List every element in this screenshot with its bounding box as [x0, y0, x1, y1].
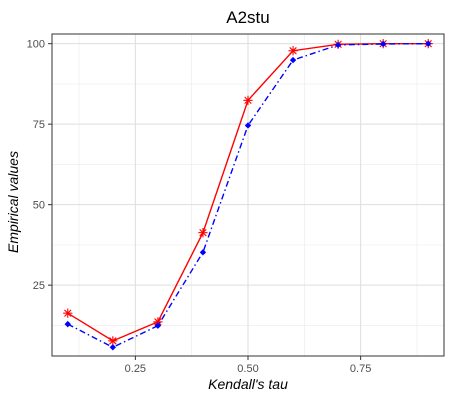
series-1-point	[108, 336, 118, 346]
x-tick-label: 0.25	[125, 363, 146, 375]
series-2-point	[199, 249, 207, 256]
series-2-point	[154, 322, 162, 329]
series-2-point	[289, 56, 297, 64]
y-axis: 25 50 75 100	[27, 39, 52, 292]
series-1-point	[198, 228, 208, 238]
series-layer	[63, 39, 433, 351]
chart-title: A2stu	[226, 8, 269, 27]
series-2-point	[109, 344, 117, 351]
x-axis-title: Kendall's tau	[208, 376, 288, 392]
y-tick-label: 75	[33, 119, 45, 131]
series-2-point	[244, 122, 252, 129]
y-tick-label: 50	[33, 200, 45, 212]
series-1-point	[243, 95, 253, 105]
y-tick-label: 100	[27, 39, 45, 51]
x-axis: 0.25 0.50 0.75	[125, 356, 371, 375]
x-tick-label: 0.75	[350, 363, 371, 375]
series-1-point	[153, 317, 163, 327]
series-1-point	[288, 46, 298, 56]
x-tick-label: 0.50	[237, 363, 258, 375]
series-2	[64, 40, 432, 351]
y-tick-label: 25	[33, 280, 45, 292]
series-2-point	[379, 40, 387, 48]
series-2-point	[425, 40, 432, 47]
series-1-point	[63, 308, 73, 318]
y-axis-title: Empirical values	[5, 151, 21, 253]
major-grid	[52, 34, 444, 356]
series-2-point	[64, 320, 71, 328]
series-2-line	[67, 42, 429, 349]
series-2-point	[334, 41, 342, 49]
